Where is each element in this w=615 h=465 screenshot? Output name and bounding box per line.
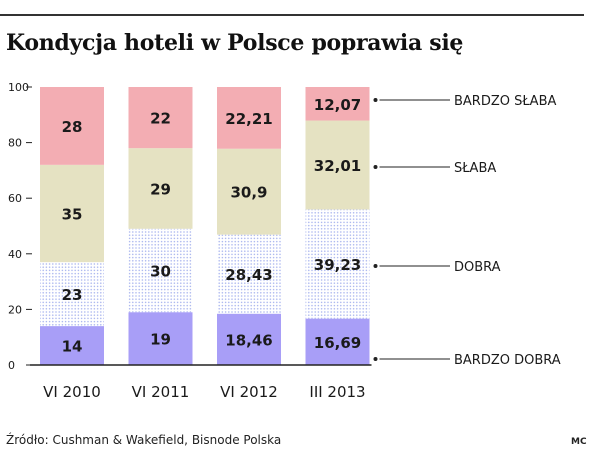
legend-dot <box>373 264 378 268</box>
bar-segment-bardzo-slaba <box>305 87 370 121</box>
legend-label-slaba: SŁABA <box>454 161 496 176</box>
bar-segment-bardzo-slaba <box>217 87 281 149</box>
data-label: 32,01 <box>314 157 361 175</box>
chart-title: Kondycja hoteli w Polsce poprawia się <box>6 30 464 56</box>
bar-segment-dobra <box>40 262 104 327</box>
data-label: 18,46 <box>225 331 272 349</box>
data-label: 12,07 <box>314 96 361 114</box>
data-label: 30,9 <box>230 184 267 202</box>
x-tick-label: VI 2011 <box>132 383 190 401</box>
x-tick-label: III 2013 <box>309 383 365 401</box>
bar-segment-slaba <box>305 120 370 210</box>
data-label: 14 <box>62 338 83 356</box>
data-label: 19 <box>150 331 171 349</box>
legend-label-bardzo-slaba: BARDZO SŁABA <box>454 94 556 109</box>
y-tick-label: 0 <box>8 359 15 372</box>
bar-segment-dobra <box>128 228 193 313</box>
bar-segment-bardzo-dobra <box>128 312 193 365</box>
data-label: 35 <box>62 205 83 223</box>
bar-segment-slaba <box>128 148 193 229</box>
data-label: 22,21 <box>225 110 272 128</box>
data-label: 16,69 <box>314 334 361 352</box>
author-credit: MC <box>571 437 587 447</box>
bar-segment-slaba <box>217 148 281 235</box>
bar-segment-dobra <box>305 209 370 319</box>
y-tick-label: 60 <box>8 192 22 205</box>
legend-dot <box>373 165 378 169</box>
x-tick-label: VI 2012 <box>220 383 278 401</box>
top-rule <box>0 14 584 16</box>
data-label: 30 <box>150 262 171 280</box>
y-tick-label: 40 <box>8 248 22 261</box>
data-label: 28 <box>62 118 83 136</box>
bar-segment-bardzo-slaba <box>128 87 193 149</box>
legend-label-dobra: DOBRA <box>454 260 501 275</box>
y-tick-label: 100 <box>8 81 29 94</box>
data-label: 29 <box>150 180 171 198</box>
bar-segment-bardzo-dobra <box>40 326 104 365</box>
bar-segment-bardzo-dobra <box>305 318 370 365</box>
bar-segment-bardzo-dobra <box>217 313 281 365</box>
x-tick-label: VI 2010 <box>43 383 101 401</box>
legend-label-bardzo-dobra: BARDZO DOBRA <box>454 353 561 368</box>
stacked-bar-chart: 0 20 40 60 80 100 14 23 35 28 19 30 29 22 18,46 28,43 3… <box>8 81 561 401</box>
source-note: Źródło: Cushman & Wakefield, Bisnode Pol… <box>6 433 282 447</box>
bar-segment-slaba <box>40 164 104 263</box>
y-tick-label: 80 <box>8 137 22 150</box>
data-label: 22 <box>150 110 171 128</box>
y-tick-label: 20 <box>8 303 22 316</box>
data-label: 23 <box>62 286 83 304</box>
data-label: 28,43 <box>225 266 272 284</box>
legend-dot <box>373 98 378 102</box>
legend-dot <box>373 357 378 361</box>
bar-segment-dobra <box>217 234 281 314</box>
bar-segment-bardzo-slaba <box>40 87 104 165</box>
data-label: 39,23 <box>314 256 361 274</box>
